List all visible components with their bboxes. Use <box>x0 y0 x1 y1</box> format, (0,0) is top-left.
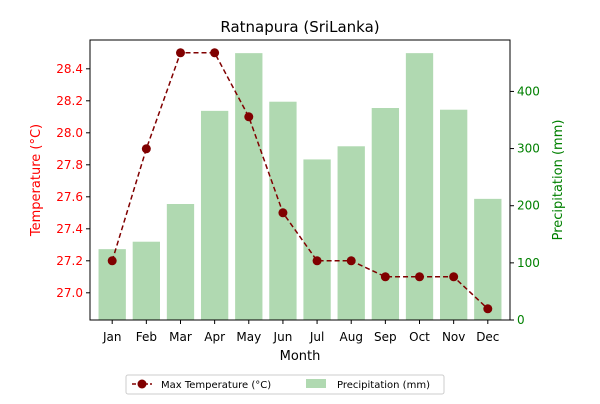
bar-sep <box>371 108 400 320</box>
right-axis-label: Precipitation (mm) <box>551 120 566 241</box>
x-tick-label: Sep <box>374 330 397 344</box>
x-axis-label: Month <box>280 349 321 364</box>
left-tick-label: 27.2 <box>56 254 83 268</box>
bars-layer <box>98 53 502 321</box>
right-tick-label: 200 <box>517 199 540 213</box>
temperature-point-aug <box>346 256 356 266</box>
legend-bar-swatch <box>306 379 326 388</box>
temperature-point-jul <box>312 256 322 266</box>
bar-feb <box>132 241 160 320</box>
right-tick-label: 400 <box>517 84 540 98</box>
temperature-point-mar <box>175 48 185 58</box>
x-tick-label: Nov <box>442 330 465 344</box>
legend-line-marker <box>137 379 147 389</box>
x-tick-label: Jan <box>102 330 122 344</box>
x-tick-label: Jul <box>309 330 324 344</box>
temperature-point-apr <box>210 48 220 58</box>
legend-label-temperature: Max Temperature (°C) <box>161 380 271 391</box>
bar-nov <box>440 109 468 320</box>
temperature-point-feb <box>141 144 151 154</box>
right-axis: 0 100 200 300 400 <box>510 84 540 327</box>
temperature-point-oct <box>415 272 425 282</box>
bar-aug <box>337 146 365 320</box>
bar-dec <box>474 198 502 320</box>
left-tick-label: 27.4 <box>56 222 83 236</box>
temperature-line <box>111 52 489 310</box>
line-layer <box>107 48 493 314</box>
legend-frame <box>125 374 445 395</box>
bar-apr <box>200 110 229 320</box>
left-tick-label: 28.2 <box>56 94 83 108</box>
temperature-point-dec <box>483 304 493 314</box>
left-tick-label: 27.6 <box>56 190 83 204</box>
bar-mar <box>166 204 195 320</box>
x-tick-label: Mar <box>169 330 192 344</box>
left-tick-label: 27.8 <box>56 158 83 172</box>
temperature-point-may <box>244 112 254 122</box>
left-axis-label: Temperature (°C) <box>29 124 44 237</box>
chart-title: Ratnapura (SriLanka) <box>220 18 379 36</box>
left-tick-label: 28.0 <box>56 126 83 140</box>
left-axis: 27.0 27.2 27.4 27.6 27.8 28.0 28.2 28.4 <box>56 62 90 300</box>
bar-may <box>235 53 263 321</box>
x-tick-label: Jun <box>273 330 293 344</box>
x-tick-label: May <box>236 330 261 344</box>
legend: Max Temperature (°C) Precipitation (mm) <box>125 374 445 395</box>
plot-frame <box>89 39 511 321</box>
left-tick-label: 28.4 <box>56 62 83 76</box>
left-tick-label: 27.0 <box>56 286 83 300</box>
x-tick-label: Apr <box>204 330 225 344</box>
right-tick-label: 300 <box>517 142 540 156</box>
temperature-point-jan <box>107 256 117 266</box>
temperature-point-sep <box>380 272 390 282</box>
x-axis: Jan Feb Mar Apr May Jun Jul Aug Sep Oct Nov Dec <box>102 320 499 344</box>
right-tick-label: 100 <box>517 256 540 270</box>
legend-label-precipitation: Precipitation (mm) <box>337 380 430 391</box>
x-tick-label: Oct <box>409 330 430 344</box>
temperature-point-jun <box>278 208 288 218</box>
x-tick-label: Feb <box>136 330 157 344</box>
bar-jul <box>303 159 331 320</box>
temperature-point-nov <box>449 272 459 282</box>
right-tick-label: 0 <box>517 313 525 327</box>
x-tick-label: Aug <box>340 330 363 344</box>
x-tick-label: Dec <box>476 330 499 344</box>
